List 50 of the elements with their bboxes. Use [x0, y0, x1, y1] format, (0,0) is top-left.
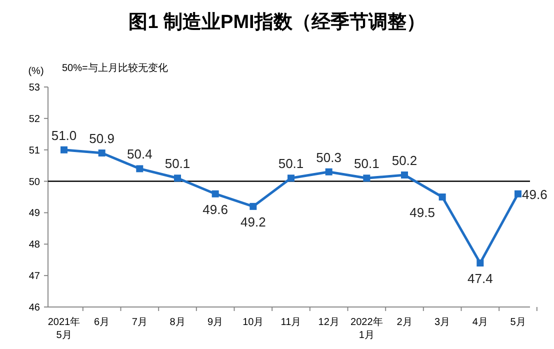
y-tick-label: 52 [28, 114, 40, 125]
point [325, 168, 332, 176]
point [60, 146, 68, 154]
chart-title: 图1 制造业PMI指数（经季节调整） [128, 11, 426, 33]
point [514, 190, 522, 198]
data-label: 50.1 [278, 156, 304, 172]
x-tick-label: 11月 [280, 317, 302, 328]
x-tick-label: 9月 [208, 317, 224, 328]
data-label: 49.6 [522, 186, 548, 202]
x-tick-label: 5月 [510, 317, 526, 328]
text: 50%=与上月比较无变化 [62, 62, 168, 74]
point [174, 174, 181, 182]
x-tick-label: 2月 [396, 317, 412, 328]
point [363, 174, 370, 182]
x-tick-label: 7月 [132, 317, 148, 328]
point [288, 174, 294, 182]
data-label: 50.1 [164, 156, 190, 172]
point [401, 172, 408, 178]
data-label: 50.2 [392, 153, 418, 168]
x-tick-label: 3月 [434, 317, 450, 328]
data-label: 49.6 [202, 202, 228, 217]
y-tick-label: 51 [28, 145, 40, 156]
data-label: 50.9 [89, 131, 114, 146]
x-tick-label: 4月 [472, 317, 488, 328]
data-label: 47.4 [468, 271, 493, 286]
y-tick-label: 46 [28, 302, 40, 314]
x-tick-label: 2022年 1月 [350, 316, 383, 341]
x-tick-label: 10月 [242, 317, 264, 328]
data-label: 50.3 [316, 150, 342, 165]
point [476, 260, 484, 266]
point [250, 202, 257, 210]
point [136, 165, 144, 172]
data-label: 49.5 [410, 205, 435, 220]
point [438, 194, 446, 200]
x-tick-label: 12月 [318, 317, 340, 328]
point [212, 190, 219, 198]
y-tick-label: 53 [28, 82, 40, 94]
point [98, 150, 106, 156]
y-axis-title: (%) [28, 66, 44, 77]
y-tick-label: 50 [28, 176, 40, 188]
data-label: 50.1 [354, 156, 380, 172]
y-tick-label: 49 [28, 208, 40, 220]
x-tick-label: 6月 [94, 317, 110, 328]
y-tick-label: 47 [28, 271, 40, 282]
x-tick-label: 2021年 5月 [48, 316, 80, 341]
data-label: 50.4 [127, 146, 152, 162]
data-label: 51.0 [51, 128, 77, 143]
x-tick-label: 8月 [170, 317, 186, 328]
data-label: 49.2 [240, 214, 266, 230]
y-tick-label: 48 [28, 240, 40, 251]
